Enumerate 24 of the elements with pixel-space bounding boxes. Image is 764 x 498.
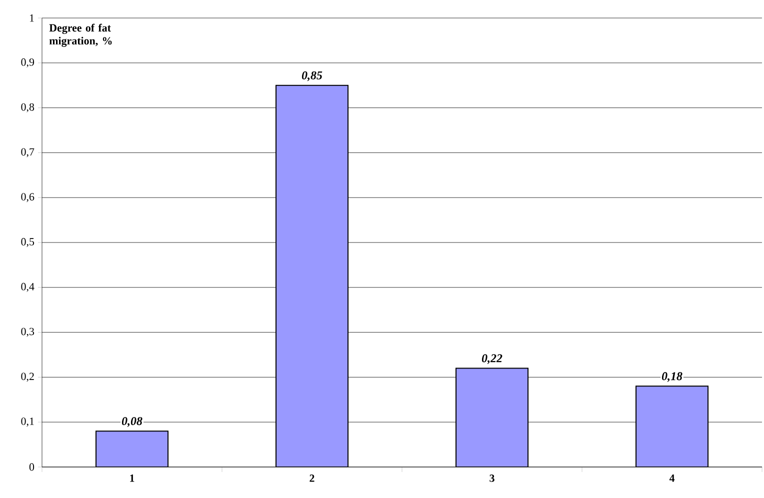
- y-tick-label: 1: [30, 14, 34, 22]
- bar: [636, 386, 709, 467]
- x-tick-label: 2: [310, 474, 314, 482]
- y-tick-label: 0,3: [21, 328, 34, 337]
- y-tick-label: 0: [29, 463, 34, 471]
- y-tick-label: 0,6: [21, 193, 34, 202]
- data-label: 0,85: [302, 71, 322, 82]
- y-axis-title: Degree of fat migration, %: [49, 24, 112, 47]
- y-tick-label: 0,2: [21, 372, 34, 382]
- x-tick-label: 3: [490, 474, 494, 482]
- data-label: 0,18: [662, 372, 682, 382]
- y-tick-label: 0,5: [21, 238, 34, 247]
- y-tick-label: 0,4: [21, 282, 34, 292]
- y-tick-label: 0,7: [21, 148, 34, 158]
- bar: [456, 368, 529, 467]
- x-tick-label: 1: [130, 474, 134, 482]
- data-label: 0,22: [482, 354, 502, 364]
- y-tick-label: 0,1: [21, 418, 34, 427]
- x-tick-label: 4: [669, 474, 675, 482]
- bar: [276, 84, 349, 467]
- bar: [96, 430, 168, 467]
- data-label: 0,08: [122, 417, 142, 427]
- y-tick-label: 0,9: [21, 58, 34, 68]
- y-tick-label: 0,8: [21, 103, 34, 112]
